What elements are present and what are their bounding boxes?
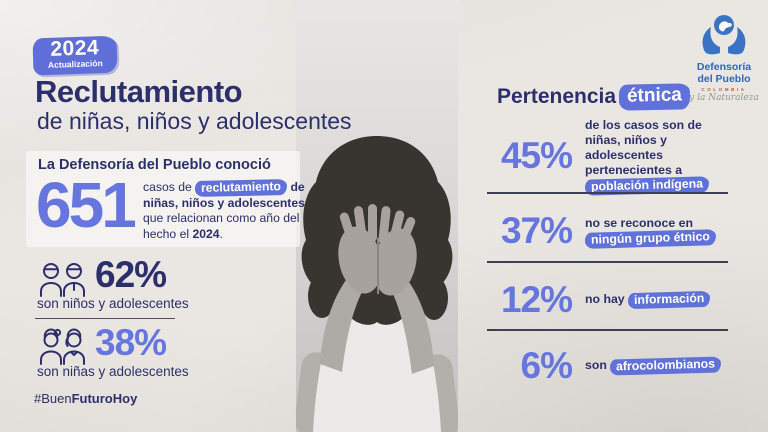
cases-bold-line: niñas, niños y adolescentes — [143, 196, 305, 211]
cases-text-post: de — [290, 180, 305, 194]
stat-value: 12% — [500, 279, 573, 320]
divider — [35, 318, 175, 319]
cases-year: 2024 — [192, 226, 220, 241]
cases-rest: que relacionan como año del hecho el — [143, 211, 300, 241]
stat-text-plain: son — [585, 358, 607, 372]
badge-year: 2024 — [50, 36, 100, 61]
year-badge: 2024 Actualización — [32, 35, 118, 76]
page-subtitle: de niñas, niños y adolescentes — [37, 108, 352, 134]
stat-value: 6% — [520, 345, 573, 386]
stat-text-highlight: afrocolombianos — [610, 356, 722, 376]
logo-org-line1: Defensoría — [696, 61, 752, 73]
hashtag-bold: FuturoHoy — [71, 391, 138, 406]
cases-heading: La Defensoría del Pueblo conoció — [38, 157, 271, 173]
stat-text-plain: de los casos son de niñas, niños y adole… — [585, 118, 702, 177]
ethnicity-title: Pertenencia étnica — [497, 83, 691, 111]
logo-country: COLOMBIA — [701, 87, 747, 92]
cases-highlight-reclutamiento: reclutamiento — [195, 179, 288, 198]
ethnicity-row-ningun-grupo: 37% no se reconoce en ningún grupo étnic… — [486, 204, 738, 258]
cases-description: casos de reclutamiento de niñas, niños y… — [143, 179, 305, 242]
defensoria-logo: Defensoría del Pueblo COLOMBIA y la Natu… — [686, 14, 762, 103]
stat-text-highlight: información — [627, 290, 711, 310]
stat-text: no se reconoce en ningún grupo étnico — [584, 215, 738, 249]
stat-text-plain: no hay — [585, 292, 625, 306]
stat-girls-value: 38% — [95, 322, 167, 363]
cases-text-pre: casos de — [143, 180, 192, 194]
badge-label: Actualización — [47, 58, 103, 70]
divider — [487, 192, 728, 194]
cases-period: . — [219, 226, 223, 241]
cases-panel — [26, 151, 300, 247]
stat-girls-label: son niñas y adolescentes — [37, 364, 189, 379]
girls-icon — [38, 328, 90, 366]
hands-dove-icon — [702, 15, 746, 55]
ethnicity-row-sin-informacion: 12% no hay información — [486, 274, 738, 326]
stat-value: 37% — [500, 210, 573, 251]
page-title: Reclutamiento — [35, 74, 243, 109]
girl-photo-illustration — [294, 0, 460, 432]
cases-number: 651 — [36, 169, 137, 241]
photo-girl-covering-face — [294, 0, 460, 432]
stat-boys-value: 62% — [95, 254, 167, 295]
stat-text: de los casos son de niñas, niños y adole… — [584, 118, 738, 196]
ethnicity-row-afrocolombianos: 6% son afrocolombianos — [486, 340, 738, 392]
logo-tagline: y la Naturaleza — [689, 93, 759, 103]
hashtag: #BuenFuturoHoy — [34, 391, 137, 406]
stat-text: son afrocolombianos — [585, 356, 738, 376]
ethnicity-row-indigena: 45% de los casos son de niñas, niños y a… — [486, 118, 738, 196]
ethnicity-title-plain: Pertenencia — [497, 85, 617, 108]
stat-text-plain: no se reconoce en — [585, 215, 693, 230]
stat-value: 45% — [500, 135, 573, 176]
boys-icon — [38, 260, 90, 298]
hashtag-light: #Buen — [34, 391, 72, 406]
stat-text: no hay información — [585, 290, 738, 310]
divider — [487, 261, 728, 263]
stat-boys-label: son niños y adolescentes — [37, 296, 189, 311]
divider — [487, 329, 728, 331]
ethnicity-title-highlight: étnica — [618, 83, 691, 111]
stat-text-highlight: ningún grupo étnico — [584, 228, 717, 249]
logo-org-line2: del Pueblo — [697, 73, 751, 85]
